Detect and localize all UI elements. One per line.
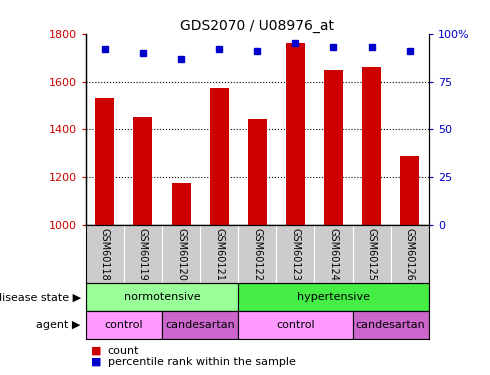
Title: GDS2070 / U08976_at: GDS2070 / U08976_at	[180, 19, 334, 33]
Text: candesartan: candesartan	[356, 320, 425, 330]
Text: GSM60123: GSM60123	[291, 228, 300, 281]
Bar	[95, 98, 114, 225]
Text: GSM60122: GSM60122	[252, 228, 262, 281]
Text: ■: ■	[91, 357, 101, 367]
Text: GSM60125: GSM60125	[367, 228, 377, 281]
Bar	[162, 311, 238, 339]
Bar	[362, 67, 381, 225]
Bar	[324, 70, 343, 225]
Text: agent ▶: agent ▶	[36, 320, 81, 330]
Bar	[238, 283, 429, 311]
Text: candesartan: candesartan	[165, 320, 235, 330]
Text: control: control	[104, 320, 143, 330]
Bar	[210, 87, 229, 225]
Text: GSM60126: GSM60126	[405, 228, 415, 281]
Bar	[238, 311, 352, 339]
Text: ■: ■	[91, 346, 101, 355]
Bar	[248, 118, 267, 225]
Text: normotensive: normotensive	[123, 292, 200, 302]
Bar	[86, 283, 238, 311]
Text: control: control	[276, 320, 315, 330]
Bar	[352, 311, 429, 339]
Text: GSM60121: GSM60121	[214, 228, 224, 281]
Text: hypertensive: hypertensive	[297, 292, 370, 302]
Text: GSM60124: GSM60124	[328, 228, 339, 281]
Bar	[133, 117, 152, 225]
Text: GSM60119: GSM60119	[138, 228, 148, 280]
Text: GSM60120: GSM60120	[176, 228, 186, 281]
Text: count: count	[108, 346, 139, 355]
Bar	[172, 183, 191, 225]
Bar	[286, 44, 305, 225]
Text: percentile rank within the sample: percentile rank within the sample	[108, 357, 295, 367]
Text: disease state ▶: disease state ▶	[0, 292, 81, 302]
Bar	[86, 311, 162, 339]
Bar	[400, 156, 419, 225]
Text: GSM60118: GSM60118	[100, 228, 110, 280]
